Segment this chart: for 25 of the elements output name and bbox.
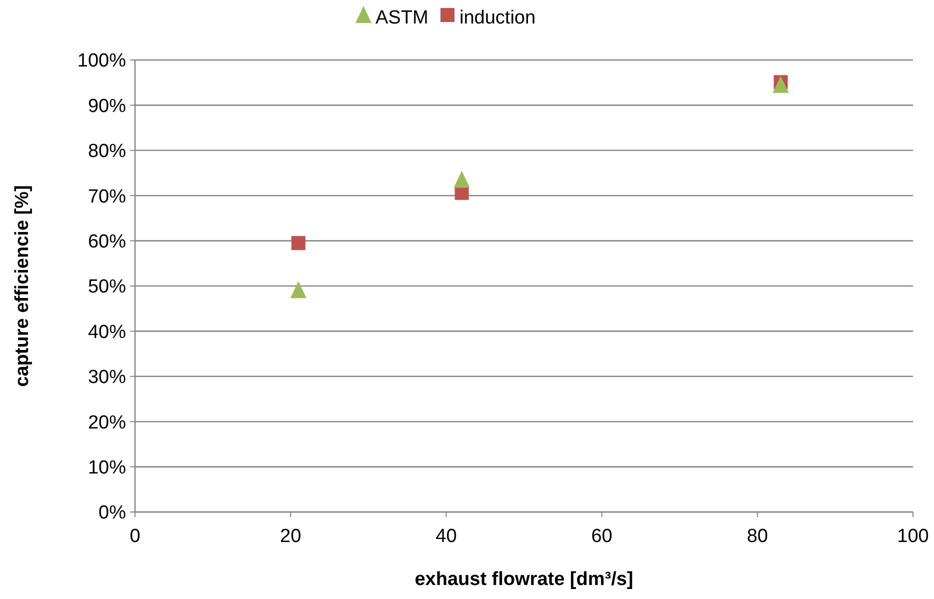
x-tick-label: 20 bbox=[280, 526, 302, 547]
legend-label: induction bbox=[460, 8, 536, 29]
y-tick-label: 60% bbox=[88, 231, 126, 252]
x-tick-label: 100 bbox=[897, 526, 929, 547]
y-tick-label: 90% bbox=[88, 96, 126, 117]
point bbox=[772, 76, 789, 93]
y-tick-label: 80% bbox=[88, 141, 126, 162]
y-tick-label: 20% bbox=[88, 412, 126, 434]
y-axis-title: capture efficiencie [%] bbox=[12, 185, 33, 387]
legend-label: ASTM bbox=[376, 8, 428, 29]
y-tick-label: 10% bbox=[88, 457, 126, 478]
y-tick-label: 70% bbox=[88, 186, 126, 208]
point bbox=[454, 170, 470, 188]
x-tick-label: 0 bbox=[130, 526, 140, 547]
x-tick-label: 80 bbox=[746, 526, 768, 547]
y-tick-label: 0% bbox=[98, 502, 126, 524]
point bbox=[290, 281, 306, 298]
x-axis-title: exhaust flowrate [dm³/s] bbox=[414, 569, 634, 590]
y-tick-label: 100% bbox=[77, 50, 126, 72]
x-tick-label: 40 bbox=[436, 526, 457, 547]
y-tick-label: 40% bbox=[88, 322, 126, 343]
y-tick-label: 30% bbox=[88, 367, 126, 388]
y-tick-label: 50% bbox=[88, 276, 126, 298]
x-tick-label: 60 bbox=[591, 526, 612, 547]
point bbox=[291, 236, 306, 250]
